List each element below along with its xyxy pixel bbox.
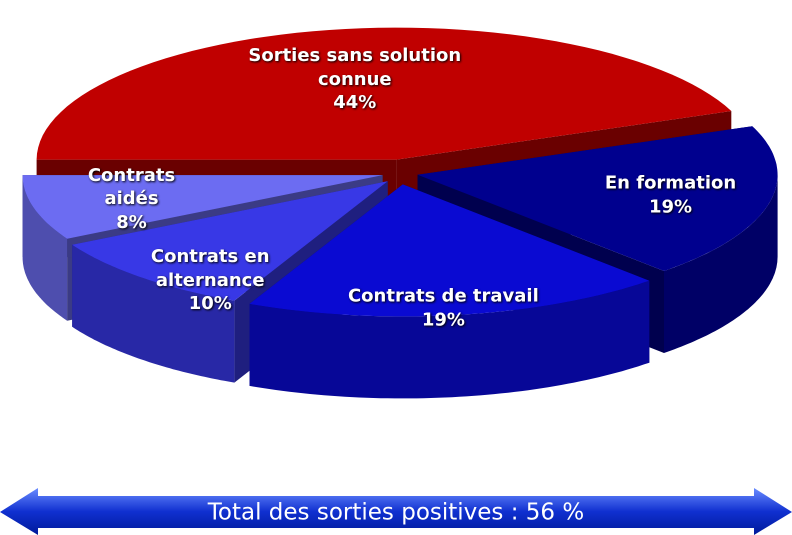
slice-label: Contrats aidés 8%	[62, 164, 202, 234]
slice-side	[249, 280, 650, 399]
slice	[417, 126, 778, 271]
slice-value: 19%	[421, 309, 465, 331]
slice-name: En formation	[604, 173, 737, 195]
banner-arrow	[0, 488, 792, 535]
slice-label: Sorties sans solution connue 44%	[225, 44, 485, 114]
slice-side	[72, 244, 235, 383]
banner-text: Total des sorties positives : 56 %	[207, 500, 584, 526]
slice-side	[22, 175, 68, 321]
slice-side	[664, 174, 778, 353]
slice	[249, 184, 650, 317]
slice-value: 8%	[116, 211, 147, 233]
slice-name: Sorties sans solution connue	[248, 45, 462, 90]
slice	[36, 27, 732, 160]
slice-label: En formation 19%	[541, 172, 792, 219]
slice-value: 44%	[333, 91, 377, 113]
slice-label: Contrats de travail 19%	[313, 285, 573, 332]
slice	[72, 181, 388, 301]
slice-value: 19%	[648, 196, 693, 218]
slice-label: Contrats en alternance 10%	[140, 245, 280, 315]
slice-name: Contrats de travail	[347, 285, 539, 307]
pie	[22, 27, 778, 399]
slice-name: Contrats en alternance	[150, 246, 270, 291]
slice	[22, 175, 383, 239]
slice-value: 10%	[188, 293, 232, 315]
slice-name: Contrats aidés	[87, 164, 176, 210]
